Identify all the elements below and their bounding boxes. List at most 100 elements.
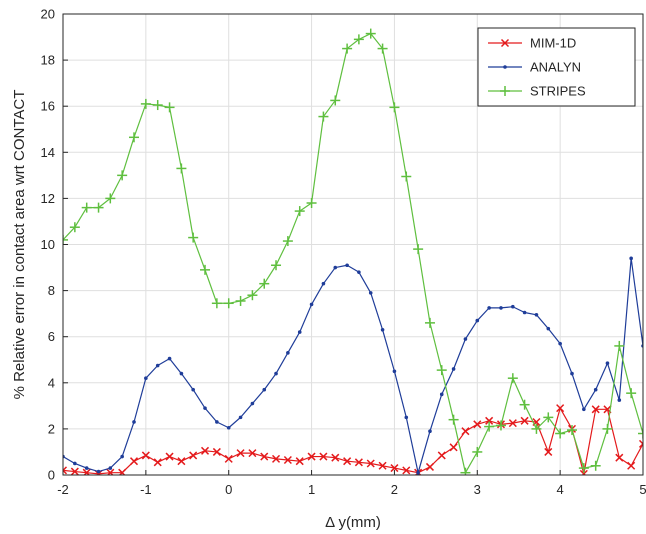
data-point-stripes (424, 317, 435, 328)
data-point-stripes (318, 111, 329, 122)
data-point-mim-1d (283, 455, 292, 465)
data-point-analyn (357, 270, 361, 274)
data-point-analyn (250, 401, 255, 406)
data-point-analyn (238, 415, 243, 420)
data-point-stripes (152, 100, 163, 111)
data-point-analyn (333, 265, 338, 270)
data-point-analyn (297, 330, 302, 334)
data-point-mim-1d (343, 457, 352, 466)
x-tick-label: -1 (140, 482, 152, 497)
data-point-mim-1d (307, 452, 316, 461)
data-point-mim-1d (556, 404, 565, 413)
data-point-analyn (617, 398, 622, 402)
y-tick-label: 6 (48, 329, 55, 344)
x-tick-label: 5 (639, 482, 646, 497)
data-point-analyn (534, 313, 539, 317)
data-point-stripes (330, 95, 341, 106)
data-point-analyn (191, 387, 195, 392)
data-point-mim-1d (70, 467, 79, 475)
data-point-mim-1d (106, 468, 115, 475)
data-point-analyn (558, 341, 562, 346)
data-point-stripes (188, 232, 199, 243)
data-point-analyn (463, 337, 468, 341)
data-point-analyn (499, 306, 503, 310)
data-point-analyn (226, 425, 231, 430)
data-point-stripes (306, 198, 317, 209)
data-point-mim-1d (153, 458, 162, 467)
data-point-stripes (117, 170, 128, 181)
data-point-mim-1d (236, 449, 245, 458)
data-point-mim-1d (366, 459, 375, 468)
data-point-analyn (345, 263, 349, 268)
y-tick-label: 20 (41, 7, 55, 22)
data-point-analyn (629, 256, 633, 261)
data-point-mim-1d (378, 461, 387, 470)
data-point-stripes (69, 222, 80, 233)
data-point-analyn (546, 326, 551, 331)
data-point-mim-1d (354, 458, 363, 467)
data-point-stripes (81, 202, 92, 213)
data-point-mim-1d (129, 457, 139, 466)
data-point-analyn (570, 371, 574, 376)
data-point-stripes (223, 298, 234, 309)
data-point-mim-1d (82, 468, 91, 475)
data-point-stripes (105, 193, 116, 204)
data-point-mim-1d (271, 454, 281, 463)
y-tick-label: 18 (41, 53, 55, 68)
series-mim-1d (63, 404, 643, 475)
data-point-stripes (602, 423, 613, 434)
data-point-analyn (96, 469, 101, 474)
data-point-analyn (416, 470, 420, 475)
data-point-stripes (235, 295, 246, 306)
data-point-stripes (342, 43, 353, 54)
y-tick-label: 14 (41, 145, 55, 160)
data-point-stripes (638, 428, 643, 439)
data-point-mim-1d (260, 452, 269, 461)
data-point-stripes (484, 421, 495, 432)
data-point-stripes (164, 102, 175, 113)
data-point-analyn (179, 371, 184, 376)
data-point-stripes (555, 428, 566, 439)
data-point-analyn (392, 369, 397, 374)
data-point-analyn (144, 376, 148, 380)
data-point-stripes (614, 340, 625, 351)
data-point-stripes (460, 467, 471, 475)
data-point-stripes (566, 425, 577, 436)
data-point-stripes (507, 373, 518, 384)
data-point-analyn (487, 306, 491, 310)
x-tick-label: 0 (225, 482, 232, 497)
data-point-stripes (353, 34, 364, 45)
data-point-stripes (389, 102, 400, 113)
data-point-stripes (495, 420, 506, 431)
data-point-analyn (593, 387, 598, 392)
data-point-analyn (215, 420, 219, 424)
data-point-mim-1d (118, 468, 127, 475)
data-point-analyn (511, 304, 515, 309)
series-group (63, 28, 643, 475)
data-point-mim-1d (520, 416, 529, 425)
legend-item-stripes: STRIPES (488, 84, 586, 99)
data-point-mim-1d (579, 469, 588, 475)
data-point-stripes (543, 412, 554, 423)
y-tick-label: 16 (41, 99, 55, 114)
data-point-stripes (365, 28, 376, 39)
data-point-analyn (132, 420, 136, 424)
legend-marker (500, 86, 510, 96)
data-point-analyn (108, 466, 113, 470)
data-point-analyn (84, 466, 89, 470)
y-tick-label: 12 (41, 191, 55, 206)
data-point-analyn (321, 281, 326, 286)
data-point-analyn (380, 327, 385, 332)
x-tick-label: 1 (308, 482, 315, 497)
legend-item-mim-1d: MIM-1D (488, 36, 576, 51)
data-point-mim-1d (319, 452, 328, 461)
data-point-mim-1d (390, 464, 399, 473)
y-tick-label: 2 (48, 421, 55, 436)
data-point-analyn (120, 454, 124, 459)
data-point-stripes (259, 278, 270, 289)
legend-marker (503, 65, 507, 69)
data-point-analyn (73, 461, 77, 466)
legend-item-analyn: ANALYN (488, 60, 581, 75)
data-point-analyn (451, 367, 456, 371)
